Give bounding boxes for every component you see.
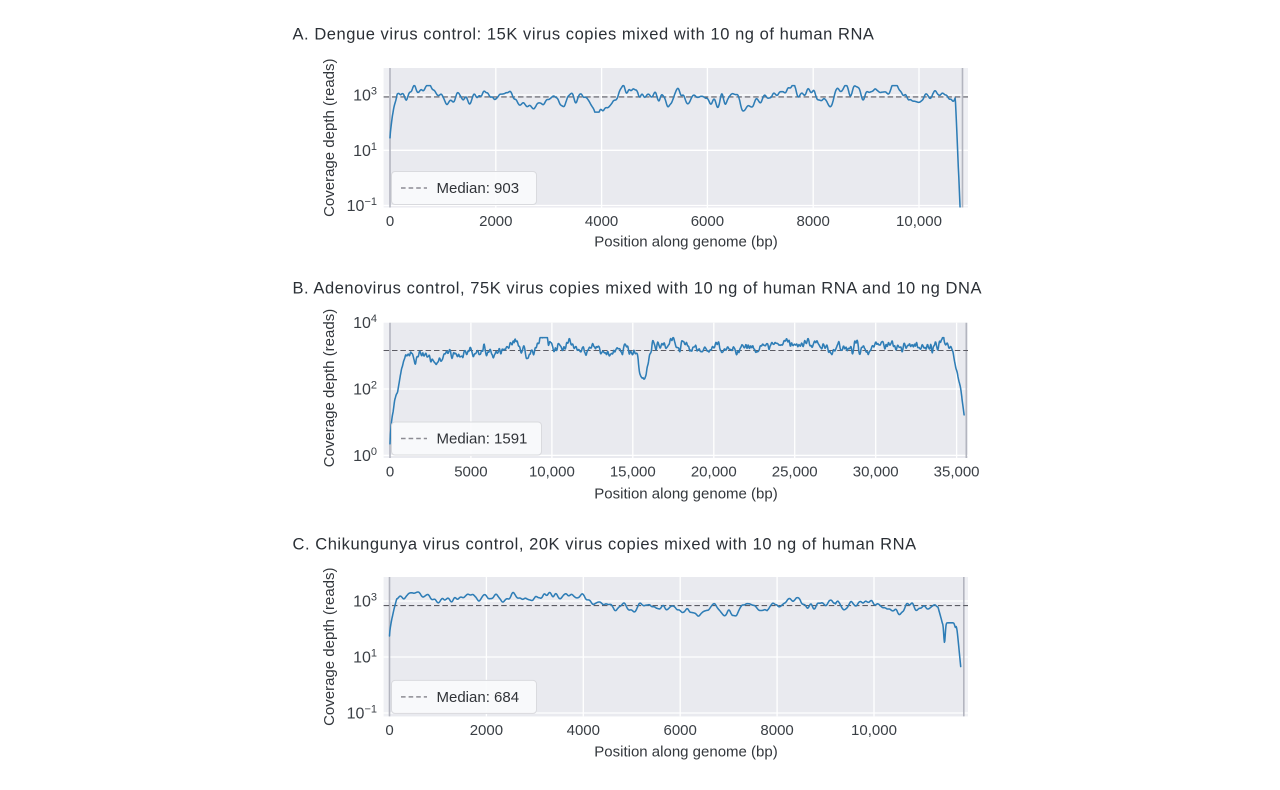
svg-text:Median: 903: Median: 903 [437, 180, 520, 197]
svg-text:4000: 4000 [567, 722, 600, 739]
svg-text:Position along genome (bp): Position along genome (bp) [594, 234, 777, 251]
svg-text:0: 0 [385, 722, 393, 739]
svg-text:20,000: 20,000 [691, 464, 737, 481]
svg-text:10,000: 10,000 [851, 722, 897, 739]
svg-text:B. Adenovirus control, 75K vir: B. Adenovirus control, 75K virus copies … [293, 280, 983, 298]
svg-text:15,000: 15,000 [610, 464, 656, 481]
svg-text:0: 0 [386, 464, 394, 481]
svg-text:30,000: 30,000 [853, 464, 899, 481]
svg-text:Median: 684: Median: 684 [437, 689, 520, 706]
svg-text:4000: 4000 [585, 213, 618, 230]
svg-text:Coverage depth (reads): Coverage depth (reads) [321, 58, 338, 216]
svg-text:2000: 2000 [470, 722, 503, 739]
svg-text:8000: 8000 [797, 213, 830, 230]
svg-text:10,000: 10,000 [529, 464, 575, 481]
svg-text:6000: 6000 [691, 213, 724, 230]
svg-text:Median: 1591: Median: 1591 [437, 431, 528, 448]
svg-text:2000: 2000 [479, 213, 512, 230]
svg-text:0: 0 [386, 213, 394, 230]
svg-text:8000: 8000 [760, 722, 793, 739]
svg-text:Coverage depth (reads): Coverage depth (reads) [321, 309, 338, 467]
svg-text:Position along genome (bp): Position along genome (bp) [594, 486, 777, 503]
svg-text:Position along genome (bp): Position along genome (bp) [594, 744, 777, 761]
svg-text:25,000: 25,000 [772, 464, 818, 481]
svg-text:6000: 6000 [664, 722, 697, 739]
svg-text:5000: 5000 [454, 464, 487, 481]
svg-text:35,000: 35,000 [934, 464, 980, 481]
svg-text:C. Chikungunya virus control,: C. Chikungunya virus control, 20K virus … [293, 536, 917, 554]
svg-text:10,000: 10,000 [896, 213, 942, 230]
svg-text:A. Dengue virus control: 15K v: A. Dengue virus control: 15K virus copie… [293, 26, 875, 44]
svg-text:Coverage depth (reads): Coverage depth (reads) [321, 567, 338, 725]
